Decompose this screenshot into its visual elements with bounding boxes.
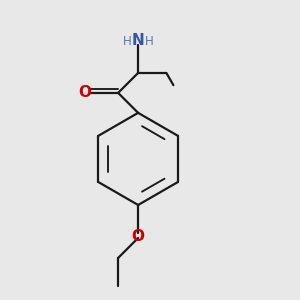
Text: N: N xyxy=(132,33,145,48)
Text: O: O xyxy=(132,229,145,244)
Text: O: O xyxy=(78,85,91,100)
Text: H: H xyxy=(122,35,131,48)
Text: H: H xyxy=(145,35,154,48)
